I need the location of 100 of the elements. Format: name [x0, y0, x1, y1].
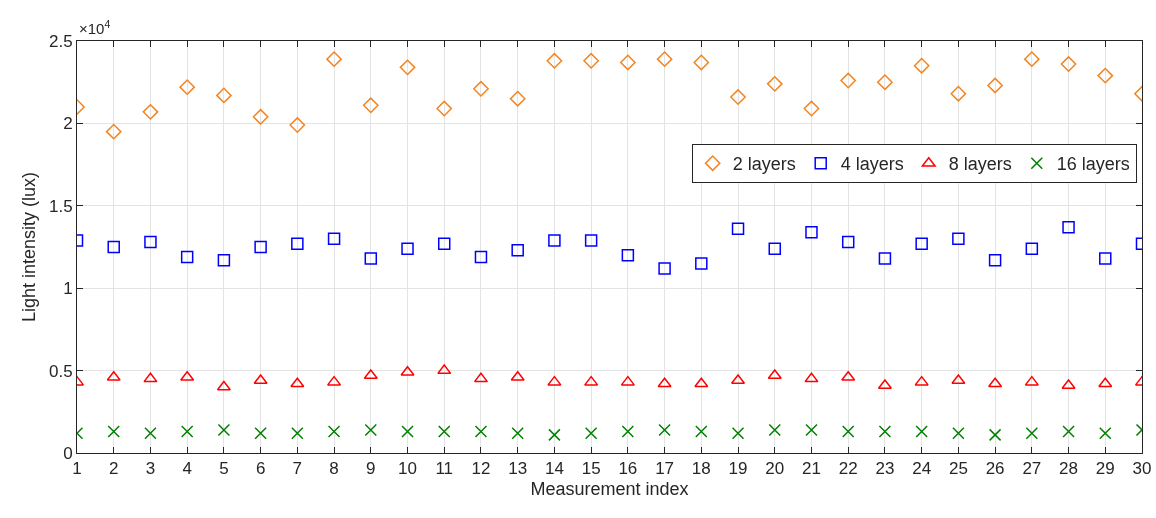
point	[291, 426, 304, 440]
point	[915, 237, 928, 250]
point	[401, 425, 414, 438]
x-tick-label: 30	[1132, 459, 1152, 479]
point	[547, 375, 562, 386]
x-tick-label: 24	[912, 459, 932, 479]
point	[804, 372, 819, 383]
x-tick-label: 13	[508, 459, 528, 479]
point	[180, 370, 195, 381]
point	[1062, 220, 1075, 234]
legend-label: 4 layers	[840, 154, 904, 175]
point	[805, 423, 818, 437]
x-tick-label: 2	[108, 459, 119, 479]
x-tick-label: 6	[255, 459, 266, 479]
point	[988, 377, 1003, 388]
point	[510, 370, 525, 381]
x-tick-label: 9	[366, 459, 376, 479]
y-tick-label: 0	[63, 443, 73, 463]
x-axis-title: Measurement index	[530, 478, 689, 499]
point	[107, 425, 120, 438]
point	[584, 426, 598, 440]
point	[988, 428, 1002, 442]
point	[217, 253, 231, 267]
point	[436, 100, 453, 117]
point	[289, 117, 306, 133]
point	[179, 79, 196, 96]
y-tick-label: 0.5	[48, 361, 73, 381]
x-tick-label: 4	[182, 459, 192, 479]
x-tick-label: 22	[838, 459, 858, 479]
point	[142, 103, 159, 120]
point	[584, 375, 599, 386]
point	[768, 423, 782, 437]
point	[290, 377, 305, 388]
point	[1099, 426, 1112, 440]
point	[511, 426, 524, 440]
point	[144, 235, 157, 249]
point	[803, 100, 820, 117]
y-tick-label: 1.5	[48, 196, 73, 216]
point	[768, 242, 782, 255]
point	[327, 425, 341, 438]
legend-label: 16 layers	[1056, 154, 1130, 175]
point	[767, 369, 782, 380]
point	[841, 425, 855, 438]
point	[693, 54, 710, 71]
point	[363, 369, 378, 380]
x-tick-label: 3	[145, 459, 156, 479]
point	[621, 425, 635, 438]
point	[362, 97, 379, 114]
point	[509, 90, 526, 107]
point	[731, 222, 745, 236]
point	[364, 423, 378, 437]
point	[695, 257, 708, 270]
point	[144, 426, 157, 440]
x-tick-label: 21	[802, 459, 821, 479]
point	[619, 54, 636, 71]
x-tick-label: 18	[691, 459, 711, 479]
point	[1024, 375, 1039, 386]
y-tick-label: 2	[63, 114, 73, 134]
point	[548, 428, 561, 442]
point	[621, 248, 635, 262]
point	[950, 85, 967, 102]
point	[252, 108, 269, 125]
point	[878, 252, 892, 265]
x-tick-label: 26	[985, 459, 1005, 479]
point	[107, 240, 120, 254]
point	[1062, 425, 1075, 438]
point	[766, 75, 783, 92]
legend-label: 2 layers	[732, 154, 796, 175]
point	[216, 380, 231, 391]
point	[730, 89, 746, 105]
x-tick-label: 23	[875, 459, 895, 479]
point	[694, 377, 709, 388]
x-tick-label: 7	[292, 459, 303, 479]
point	[877, 74, 893, 91]
point	[401, 242, 414, 255]
x-tick-label: 20	[765, 459, 785, 479]
point	[658, 262, 671, 275]
point	[437, 364, 452, 375]
point	[913, 57, 930, 74]
point	[548, 234, 561, 247]
point	[656, 51, 673, 68]
x-tick-label: 5	[219, 459, 229, 479]
x-tick-label: 28	[1059, 459, 1079, 479]
point	[805, 225, 818, 239]
x-tick-label: 16	[618, 459, 638, 479]
point	[840, 72, 857, 89]
point	[399, 59, 416, 76]
y-axis-title: Light intensity (lux)	[19, 171, 40, 323]
point	[1099, 252, 1112, 265]
x-tick-label: 12	[471, 459, 491, 479]
point	[546, 52, 563, 69]
point	[180, 250, 194, 264]
point	[915, 425, 928, 438]
point	[914, 375, 929, 386]
point	[878, 425, 892, 438]
point	[474, 425, 488, 438]
point	[143, 372, 158, 383]
point	[658, 423, 671, 437]
point	[327, 232, 341, 246]
point	[1060, 56, 1077, 72]
